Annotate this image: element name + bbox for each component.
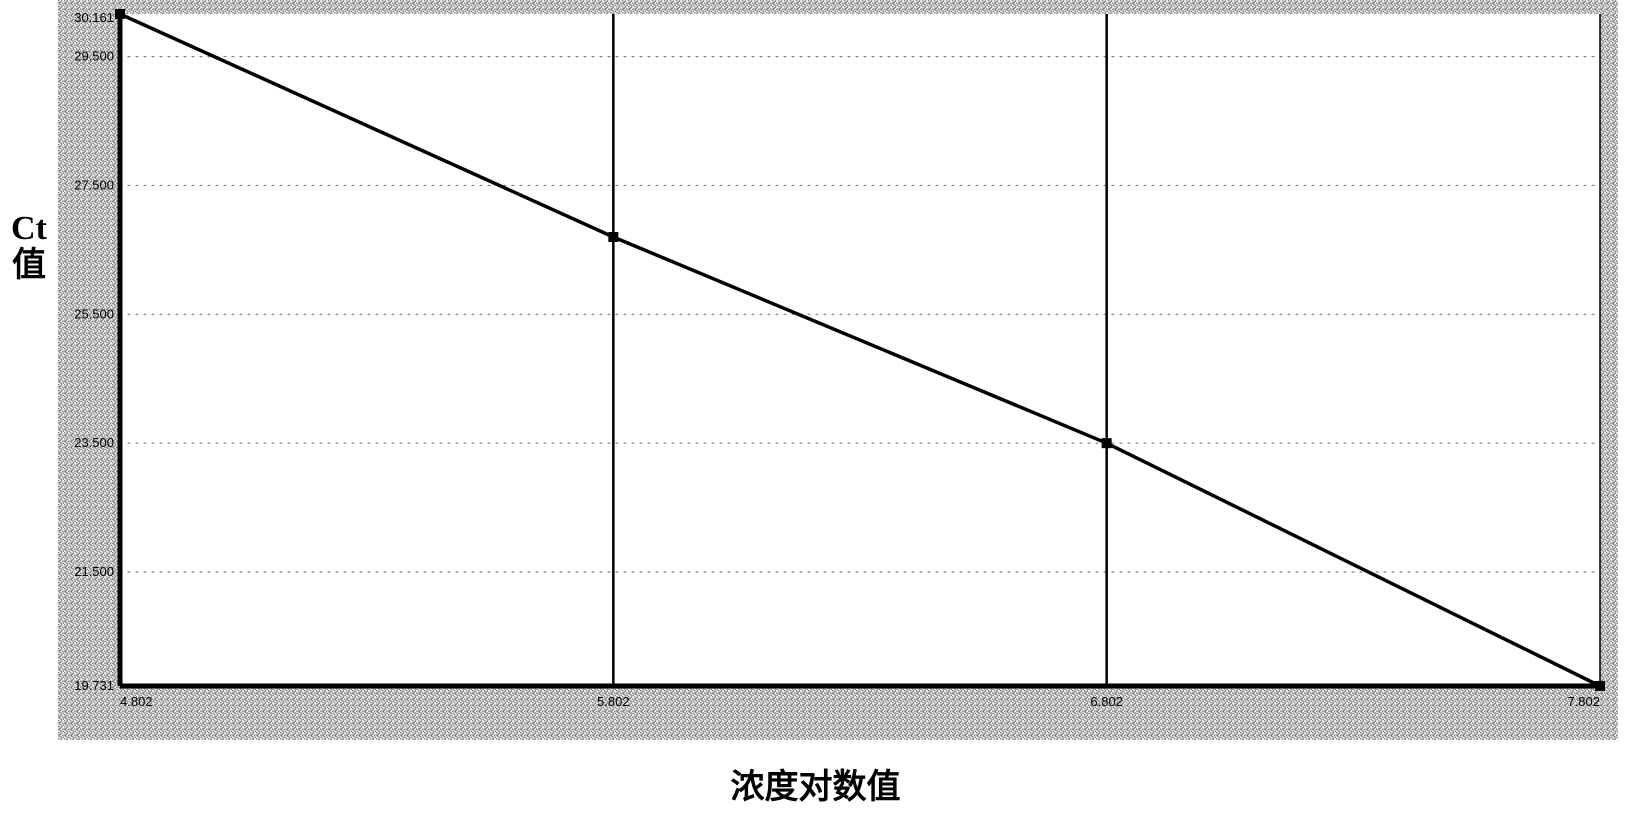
chart-container: 21.500 23.500 25.500 27.500 29.500 30.161 19.7… — [58, 0, 1618, 740]
data-point-marker — [1102, 438, 1112, 448]
y-tick-label: 21.500 — [74, 564, 114, 579]
x-tick-label: 5.802 — [597, 694, 630, 709]
y-tick-label: 29.500 — [74, 49, 114, 64]
y-tick-label: 25.500 — [74, 306, 114, 321]
data-point-marker — [115, 9, 125, 19]
data-point-marker — [608, 232, 618, 242]
ct-vs-log-concentration-chart: 21.500 23.500 25.500 27.500 29.500 30.161 19.7… — [58, 0, 1618, 740]
x-tick-label: 4.802 — [120, 694, 153, 709]
y-tick-label: 30.161 — [74, 10, 114, 25]
y-tick-label: 27.500 — [74, 177, 114, 192]
x-axis-label: 浓度对数值 — [0, 759, 1631, 808]
y-tick-label: 19.731 — [74, 678, 114, 693]
x-tick-label: 6.802 — [1090, 694, 1123, 709]
y-tick-label: 23.500 — [74, 435, 114, 450]
data-point-marker — [1595, 681, 1605, 691]
x-tick-label: 7.802 — [1567, 694, 1600, 709]
y-axis-label: Ct 值 — [6, 210, 52, 285]
